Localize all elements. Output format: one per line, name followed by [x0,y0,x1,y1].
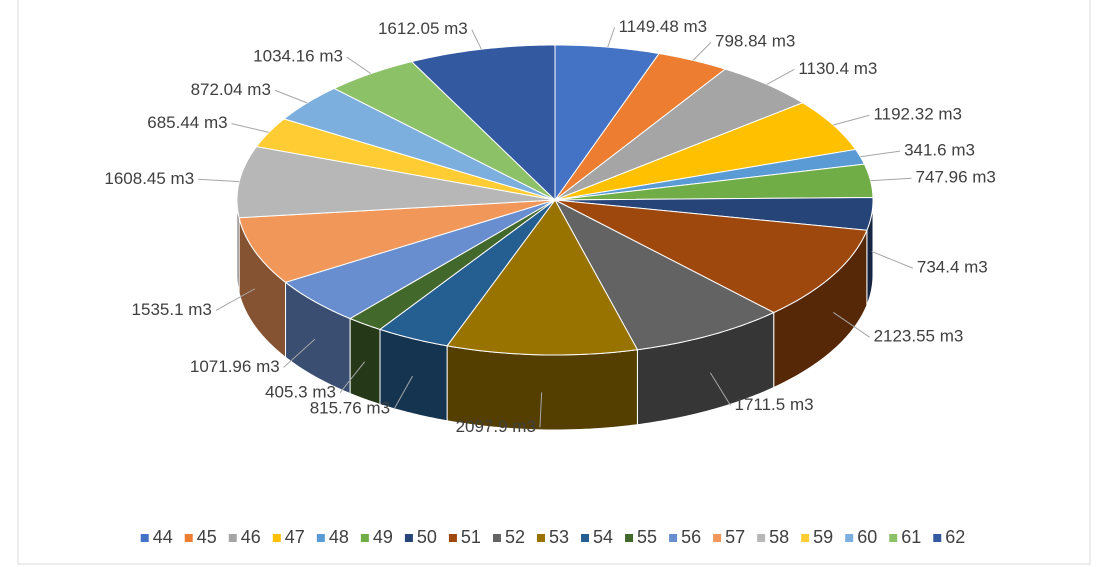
legend-swatch [801,534,810,542]
leader-line [709,372,731,406]
leader-line [393,375,413,410]
legend-label: 48 [329,527,349,547]
data-label: 1612.05 m3 [378,19,468,38]
leader-line [231,123,269,133]
leader-line [346,56,372,75]
leader-line [833,114,870,126]
leader-line [471,29,482,50]
legend-label: 61 [901,527,921,547]
slice [554,68,804,201]
legend-label: 46 [241,527,261,547]
leader-line [870,177,912,182]
legend-swatch [272,534,281,542]
data-label: 1535.1 m3 [132,300,212,319]
slice [554,102,857,201]
leader-line [766,68,795,85]
data-label: 1071.96 m3 [190,357,280,376]
data-label: 1192.32 m3 [873,105,962,124]
legend-swatch [140,534,149,542]
slice [348,199,556,330]
legend-swatch [713,534,722,542]
data-label: 1130.4 m3 [798,59,877,78]
slice-side [349,317,381,406]
legend-label: 52 [505,527,525,547]
legend-label: 44 [153,527,173,547]
data-label: 734.4 m3 [917,258,988,277]
legend-swatch [669,534,678,542]
leader-line [339,361,366,394]
data-label: 1711.5 m3 [735,395,814,414]
leader-line [871,250,914,269]
slice [446,199,639,356]
legend-label: 56 [681,527,701,547]
legend-label: 45 [197,527,217,547]
slice [554,199,868,314]
leader-line [692,41,712,61]
data-label: 1034.16 m3 [253,47,343,66]
slice [282,87,556,201]
data-label: 341.6 m3 [904,141,975,160]
data-label: 747.96 m3 [916,168,996,187]
chart-frame [17,0,1091,565]
legend-swatch [536,534,545,542]
slice [255,118,556,201]
legend-swatch [184,534,193,542]
data-label: 815.76 m3 [310,399,390,418]
legend-label: 50 [417,527,437,547]
leader-line [833,312,870,338]
legend-swatch [625,534,634,542]
slice [238,199,556,283]
data-label: 798.84 m3 [715,32,795,51]
leader-line [860,150,901,158]
slice [284,199,556,320]
leader-line [215,288,256,311]
data-label: 2097.9 m3 [456,417,536,436]
legend-label: 62 [945,527,965,547]
slice [554,52,727,201]
legend-swatch [933,534,942,542]
slice [554,163,874,201]
slice [554,196,874,231]
legend-swatch [360,534,369,542]
leader-line [539,392,543,428]
data-label: 405.3 m3 [265,382,336,401]
legend-label: 47 [285,527,305,547]
legend-swatch [757,534,766,542]
legend-swatch [228,534,237,542]
legend-label: 55 [637,527,657,547]
data-label: 1608.45 m3 [104,169,194,188]
data-label: 685.44 m3 [147,113,227,132]
data-label: 1149.48 m3 [619,17,708,36]
legend-swatch [404,534,413,542]
leader-line [283,338,316,368]
legend-swatch [448,534,457,542]
leader-line [274,89,308,104]
legend-label: 57 [725,527,745,547]
legend-label: 59 [813,527,833,547]
leader-line [607,27,616,48]
legend-label: 60 [857,527,877,547]
data-label: 2123.55 m3 [874,327,964,346]
leader-line [198,178,240,183]
legend-label: 51 [461,527,481,547]
legend-swatch [581,534,590,542]
legend-label: 49 [373,527,393,547]
legend-label: 53 [549,527,569,547]
legend-swatch [492,534,501,542]
legend-swatch [845,534,854,542]
slice [553,198,775,351]
slice [378,199,556,347]
legend-swatch [889,534,898,542]
data-label: 872.04 m3 [191,80,271,99]
legend-swatch [316,534,325,542]
legend-label: 58 [769,527,789,547]
legend-label: 54 [593,527,613,547]
